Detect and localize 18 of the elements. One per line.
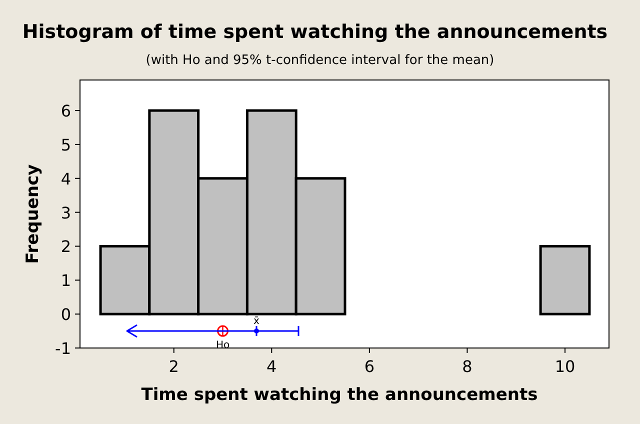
x-axis-title: Time spent watching the announcements xyxy=(141,385,538,405)
y-tick-label: 2 xyxy=(60,237,71,256)
x-tick-label: 8 xyxy=(462,357,472,376)
y-tick-label: 5 xyxy=(60,135,71,154)
y-tick-label: 1 xyxy=(60,271,71,290)
y-axis-title: Frequency xyxy=(23,164,43,264)
y-tick-label: -1 xyxy=(55,339,71,358)
x-tick-label: 10 xyxy=(554,357,576,376)
y-tick-label: 3 xyxy=(60,203,71,222)
x-tick-label: 2 xyxy=(168,357,179,376)
chart-subtitle: (with Ho and 95% t-confidence interval for the mean) xyxy=(146,53,494,68)
x-tick-label: 6 xyxy=(364,357,375,376)
x-tick-label: 4 xyxy=(266,357,277,376)
series-label: x̄ xyxy=(254,316,260,328)
chart-title: Histogram of time spent watching the announcements xyxy=(22,21,608,43)
y-tick-label: 0 xyxy=(60,305,71,324)
y-tick-label: 4 xyxy=(60,169,71,188)
y-tick-label: 6 xyxy=(60,102,71,121)
